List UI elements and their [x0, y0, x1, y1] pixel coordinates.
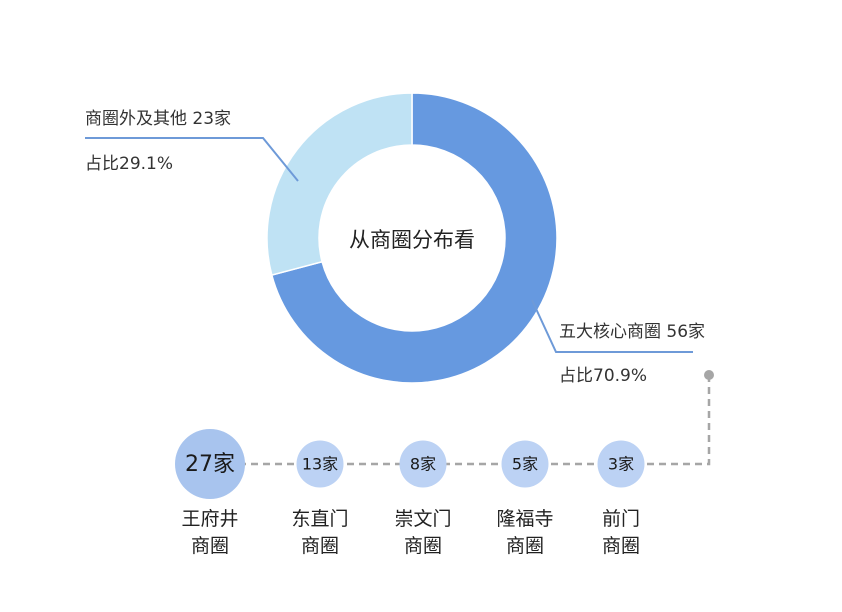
slice-label: 五大核心商圈 56家	[559, 322, 705, 342]
bubble-value-label: 27家	[185, 452, 235, 477]
bubble-category-label: 商圈	[404, 535, 442, 557]
donut-chart	[266, 92, 558, 384]
bubble	[175, 429, 245, 499]
bubble-category-label: 商圈	[301, 535, 339, 557]
slice-share-label: 占比70.9%	[559, 366, 647, 386]
donut-slice	[266, 92, 413, 276]
bubble	[501, 440, 549, 488]
bubble-category-label: 商圈	[602, 535, 640, 557]
bubble-category-label: 隆福寺	[496, 508, 553, 530]
bubble-value-label: 3家	[608, 455, 634, 474]
leader-line	[85, 137, 299, 182]
bubble	[296, 440, 344, 488]
bubble	[597, 440, 645, 488]
donut-slice	[270, 92, 558, 384]
donut-center-label: 从商圈分布看	[349, 228, 475, 252]
slice-share-label: 占比29.1%	[85, 154, 173, 174]
bubble-value-label: 13家	[302, 455, 338, 474]
bubble-category-label: 崇文门	[394, 508, 451, 530]
bubble-category-label: 前门	[602, 508, 640, 530]
bubble-category-label: 东直门	[291, 508, 348, 530]
leader-line	[531, 299, 693, 353]
bubble-value-label: 5家	[512, 455, 538, 474]
bubble-value-label: 8家	[410, 455, 436, 474]
slice-label: 商圈外及其他 23家	[85, 109, 231, 129]
bubble-category-label: 商圈	[506, 535, 544, 557]
connector-line	[210, 375, 711, 466]
bubble-category-label: 商圈	[191, 535, 229, 557]
bubble	[399, 440, 447, 488]
bubble-category-label: 王府井	[181, 508, 238, 530]
